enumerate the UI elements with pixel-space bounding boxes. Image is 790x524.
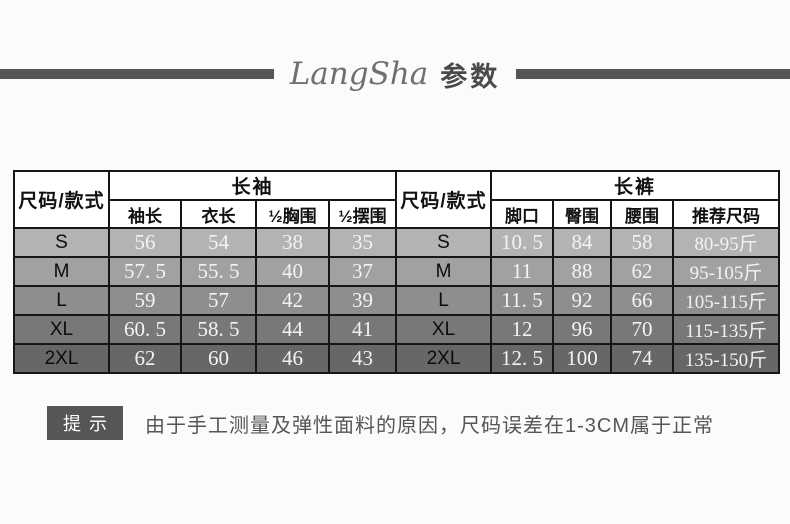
brand-name: LangSha	[289, 56, 429, 92]
value-cell: 11. 5	[490, 285, 555, 316]
table-row-2xl: 2XL 62 60 46 43 2XL 12. 5 100 74 135-150…	[13, 343, 781, 374]
value-cell: 12. 5	[490, 343, 555, 374]
value-cell: 56	[108, 227, 182, 258]
brand-band: LangSha 参数	[0, 56, 790, 92]
col-header-garment-length: 衣长	[180, 199, 257, 229]
size-label: S	[395, 227, 493, 258]
column-header-row: 袖长 衣长 ½胸围 ½摆围 脚口 臀围 腰围 推荐尺码	[14, 199, 781, 229]
value-cell: 41	[327, 314, 398, 345]
page-title: 参数	[440, 61, 501, 92]
size-chart-table: 尺码/款式 长袖 尺码/款式 长裤 袖长 衣长 ½胸围 ½摆围 脚口 臀围 腰围…	[13, 170, 781, 374]
value-cell: 60. 5	[108, 314, 182, 345]
size-label: S	[13, 227, 110, 258]
value-cell: 74	[610, 343, 675, 374]
group-header-pants: 长裤	[490, 170, 781, 201]
decorative-bar-right	[516, 69, 790, 79]
decorative-bar-left	[0, 69, 274, 79]
size-label: L	[395, 285, 493, 316]
col-header-leg-opening: 脚口	[490, 199, 555, 229]
value-cell: 80-95斤	[672, 227, 781, 258]
col-header-sleeve-length: 袖长	[108, 199, 182, 229]
col-header-waist: 腰围	[610, 199, 675, 229]
value-cell: 42	[255, 285, 330, 316]
brand-title: LangSha 参数	[274, 55, 517, 94]
table-row-m: M 57. 5 55. 5 40 37 M 11 88 62 95-105斤	[13, 256, 781, 287]
size-label: 2XL	[395, 343, 493, 374]
table-row-l: L 59 57 42 39 L 11. 5 92 66 105-115斤	[13, 285, 781, 316]
note-row: 提示 由于手工测量及弹性面料的原因，尺码误差在1-3CM属于正常	[47, 406, 790, 440]
value-cell: 40	[255, 256, 330, 287]
value-cell: 59	[108, 285, 182, 316]
value-cell: 12	[490, 314, 555, 345]
value-cell: 43	[327, 343, 398, 374]
value-cell: 54	[180, 227, 257, 258]
value-cell: 115-135斤	[672, 314, 781, 345]
value-cell: 70	[610, 314, 675, 345]
value-cell: 10. 5	[490, 227, 555, 258]
note-badge: 提示	[47, 406, 123, 440]
size-label: M	[395, 256, 493, 287]
value-cell: 88	[552, 256, 613, 287]
value-cell: 37	[327, 256, 398, 287]
value-cell: 96	[552, 314, 613, 345]
value-cell: 55. 5	[180, 256, 257, 287]
value-cell: 39	[327, 285, 398, 316]
value-cell: 57	[180, 285, 257, 316]
col-header-half-hem: ½摆围	[327, 199, 398, 229]
value-cell: 38	[255, 227, 330, 258]
size-label: XL	[13, 314, 110, 345]
corner-header-right: 尺码/款式	[395, 170, 493, 229]
size-label: XL	[395, 314, 493, 345]
value-cell: 92	[552, 285, 613, 316]
value-cell: 84	[552, 227, 613, 258]
value-cell: 100	[552, 343, 613, 374]
value-cell: 135-150斤	[672, 343, 781, 374]
value-cell: 11	[490, 256, 555, 287]
group-header-row: 尺码/款式 长袖 尺码/款式 长裤	[13, 170, 781, 229]
value-cell: 105-115斤	[672, 285, 781, 316]
group-header-sleeve: 长袖	[107, 170, 398, 201]
table-row-s: S 56 54 38 35 S 10. 5 84 58 80-95斤	[13, 227, 781, 258]
size-label: M	[13, 256, 110, 287]
value-cell: 62	[108, 343, 182, 374]
value-cell: 95-105斤	[672, 256, 781, 287]
corner-header-left: 尺码/款式	[13, 170, 110, 229]
col-header-hip: 臀围	[552, 199, 613, 229]
table-row-xl: XL 60. 5 58. 5 44 41 XL 12 96 70 115-135…	[13, 314, 781, 345]
value-cell: 58. 5	[180, 314, 257, 345]
value-cell: 60	[180, 343, 257, 374]
size-label: 2XL	[13, 343, 110, 374]
value-cell: 62	[610, 256, 675, 287]
value-cell: 35	[327, 227, 398, 258]
value-cell: 46	[255, 343, 330, 374]
value-cell: 44	[255, 314, 330, 345]
col-header-recommended-size: 推荐尺码	[672, 199, 781, 229]
value-cell: 58	[610, 227, 675, 258]
col-header-half-chest: ½胸围	[255, 199, 330, 229]
value-cell: 57. 5	[108, 256, 182, 287]
size-label: L	[13, 285, 110, 316]
value-cell: 66	[610, 285, 675, 316]
note-text: 由于手工测量及弹性面料的原因，尺码误差在1-3CM属于正常	[145, 414, 715, 437]
